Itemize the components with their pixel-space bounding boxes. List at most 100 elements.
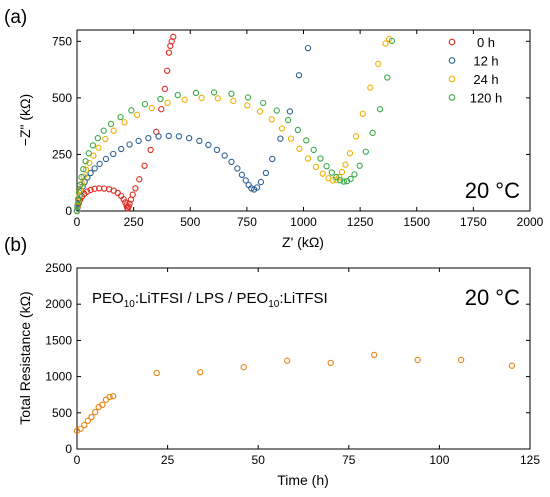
data-point-series-2 xyxy=(278,125,286,132)
data-point-series-0 xyxy=(101,185,108,192)
x-tick-label: 1750 xyxy=(460,215,487,229)
data-point-series-1 xyxy=(228,158,235,166)
panel-a-label: (a) xyxy=(4,7,27,28)
panel-b-x-ticks: 0 25 50 75 100 125 xyxy=(74,268,540,467)
data-point-series-0 xyxy=(110,392,117,400)
data-point-series-2 xyxy=(181,96,188,103)
data-point-series-0 xyxy=(240,364,247,371)
data-point-series-1 xyxy=(135,137,142,145)
data-point-series-0 xyxy=(163,67,171,74)
data-point-series-2 xyxy=(352,133,360,140)
data-point-series-1 xyxy=(238,171,246,178)
data-point-series-1 xyxy=(126,141,133,148)
data-point-series-2 xyxy=(198,94,205,102)
data-point-series-1 xyxy=(205,141,212,149)
data-point-series-0 xyxy=(136,176,143,183)
legend-label: 12 h xyxy=(473,54,498,69)
data-point-series-2 xyxy=(375,60,382,68)
data-point-series-2 xyxy=(268,116,275,123)
data-point-series-0 xyxy=(88,413,95,421)
y-tick-label: 250 xyxy=(52,147,72,161)
data-point-series-1 xyxy=(196,137,203,145)
data-point-series-3 xyxy=(82,158,89,165)
y-tick-label: 0 xyxy=(65,204,72,218)
data-point-series-1 xyxy=(257,178,265,186)
data-point-series-1 xyxy=(118,145,125,153)
data-point-series-2 xyxy=(78,180,86,187)
data-point-series-3 xyxy=(351,171,358,178)
data-point-series-3 xyxy=(80,165,87,173)
data-point-series-1 xyxy=(253,184,261,191)
data-point-series-1 xyxy=(277,135,284,142)
panel-a-temperature-label: 20 °C xyxy=(465,178,520,203)
data-point-series-3 xyxy=(384,74,391,81)
data-point-series-1 xyxy=(234,165,241,172)
data-point-series-0 xyxy=(81,421,88,429)
data-point-series-1 xyxy=(175,133,183,140)
x-tick-label: 25 xyxy=(161,453,175,467)
data-point-series-3 xyxy=(273,107,280,114)
data-point-series-2 xyxy=(319,170,326,177)
data-point-series-2 xyxy=(329,177,337,184)
data-point-series-1 xyxy=(185,134,193,142)
y-tick-label: 1500 xyxy=(45,333,72,347)
data-point-series-0 xyxy=(141,162,148,169)
data-point-series-2 xyxy=(110,127,117,134)
x-tick-label: 1500 xyxy=(403,215,430,229)
data-point-series-3 xyxy=(303,137,310,144)
x-tick-label: 125 xyxy=(520,453,540,467)
data-point-series-2 xyxy=(287,135,295,142)
data-point-series-3 xyxy=(323,163,330,170)
data-point-series-2 xyxy=(102,135,109,143)
data-point-series-3 xyxy=(310,146,317,154)
data-point-series-0 xyxy=(91,185,98,192)
data-point-series-0 xyxy=(77,425,84,432)
data-point-series-3 xyxy=(74,196,82,203)
data-point-series-3 xyxy=(356,162,363,169)
data-point-series-2 xyxy=(214,95,222,102)
data-point-series-3 xyxy=(347,175,354,183)
data-point-series-3 xyxy=(75,189,83,196)
data-point-series-1 xyxy=(262,169,270,177)
panel-a-x-ticks: 0 250 500 750 1000 1250 1500 1750 2000 xyxy=(74,30,544,229)
data-point-series-3 xyxy=(117,113,124,121)
data-point-series-1 xyxy=(110,150,117,158)
data-point-series-3 xyxy=(210,89,218,96)
y-tick-label: 0 xyxy=(65,442,72,456)
data-point-series-0 xyxy=(125,203,132,210)
panel-a-legend: 0 h 12 h 24 h 120 h xyxy=(448,35,502,106)
x-tick-label: 50 xyxy=(252,453,266,467)
data-point-series-1 xyxy=(221,152,228,159)
panel-a-impedance: (a) 0 250 500 750 1000 1250 1500 1750 2000 0 250 5… xyxy=(4,7,544,250)
panel-a-y-ticks: 0 250 500 750 xyxy=(52,34,530,218)
data-point-series-2 xyxy=(133,111,141,118)
data-point-series-0 xyxy=(508,362,516,369)
data-point-series-3 xyxy=(362,148,369,155)
data-point-series-3 xyxy=(294,126,301,134)
data-point-series-3 xyxy=(85,150,92,157)
data-point-series-2 xyxy=(95,144,102,151)
data-point-series-3 xyxy=(328,169,335,176)
data-point-series-0 xyxy=(114,189,121,197)
data-point-series-1 xyxy=(87,169,94,177)
data-point-series-3 xyxy=(260,99,267,107)
data-point-series-3 xyxy=(317,155,324,162)
data-point-series-0 xyxy=(132,185,139,192)
data-point-series-3 xyxy=(89,142,97,149)
y-tick-label: 1000 xyxy=(45,370,72,384)
legend-label: 0 h xyxy=(477,35,495,50)
x-tick-label: 0 xyxy=(74,215,81,229)
data-point-series-2 xyxy=(256,108,264,115)
data-point-series-0 xyxy=(129,191,136,198)
data-point-series-0 xyxy=(153,369,160,377)
panel-b-x-axis-label: Time (h) xyxy=(277,472,329,488)
panel-a-data-points xyxy=(73,33,395,215)
data-point-series-3 xyxy=(340,178,347,185)
panel-b-cell-stack-label: PEO10:LiTFSI / LPS / PEO10:LiTFSI xyxy=(92,290,328,310)
panel-b-label: (b) xyxy=(4,235,27,256)
data-point-series-1 xyxy=(145,134,152,142)
data-point-series-2 xyxy=(86,159,93,167)
data-point-series-2 xyxy=(312,163,320,171)
data-point-series-0 xyxy=(371,351,378,359)
data-point-series-0 xyxy=(87,186,94,194)
